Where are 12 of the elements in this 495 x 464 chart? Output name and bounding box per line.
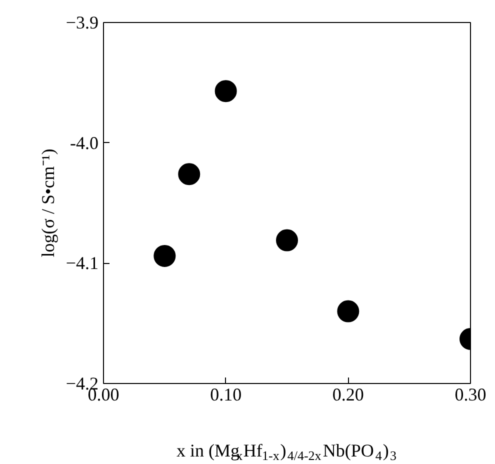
y-tick-label: -4.0 bbox=[70, 132, 99, 153]
y-axis-title: log(σ / S•cm⁻¹) bbox=[38, 148, 58, 258]
point bbox=[337, 300, 360, 322]
point bbox=[154, 244, 176, 267]
x-tick-label: 0.10 bbox=[210, 384, 242, 404]
y-tick-label: −3.9 bbox=[66, 12, 99, 32]
point bbox=[178, 163, 200, 186]
point bbox=[276, 229, 298, 252]
y-tick-label: −4.1 bbox=[66, 253, 99, 274]
x-tick-label: 0.30 bbox=[454, 384, 486, 404]
point bbox=[214, 80, 237, 102]
x-tick-label: 0.20 bbox=[332, 384, 364, 404]
